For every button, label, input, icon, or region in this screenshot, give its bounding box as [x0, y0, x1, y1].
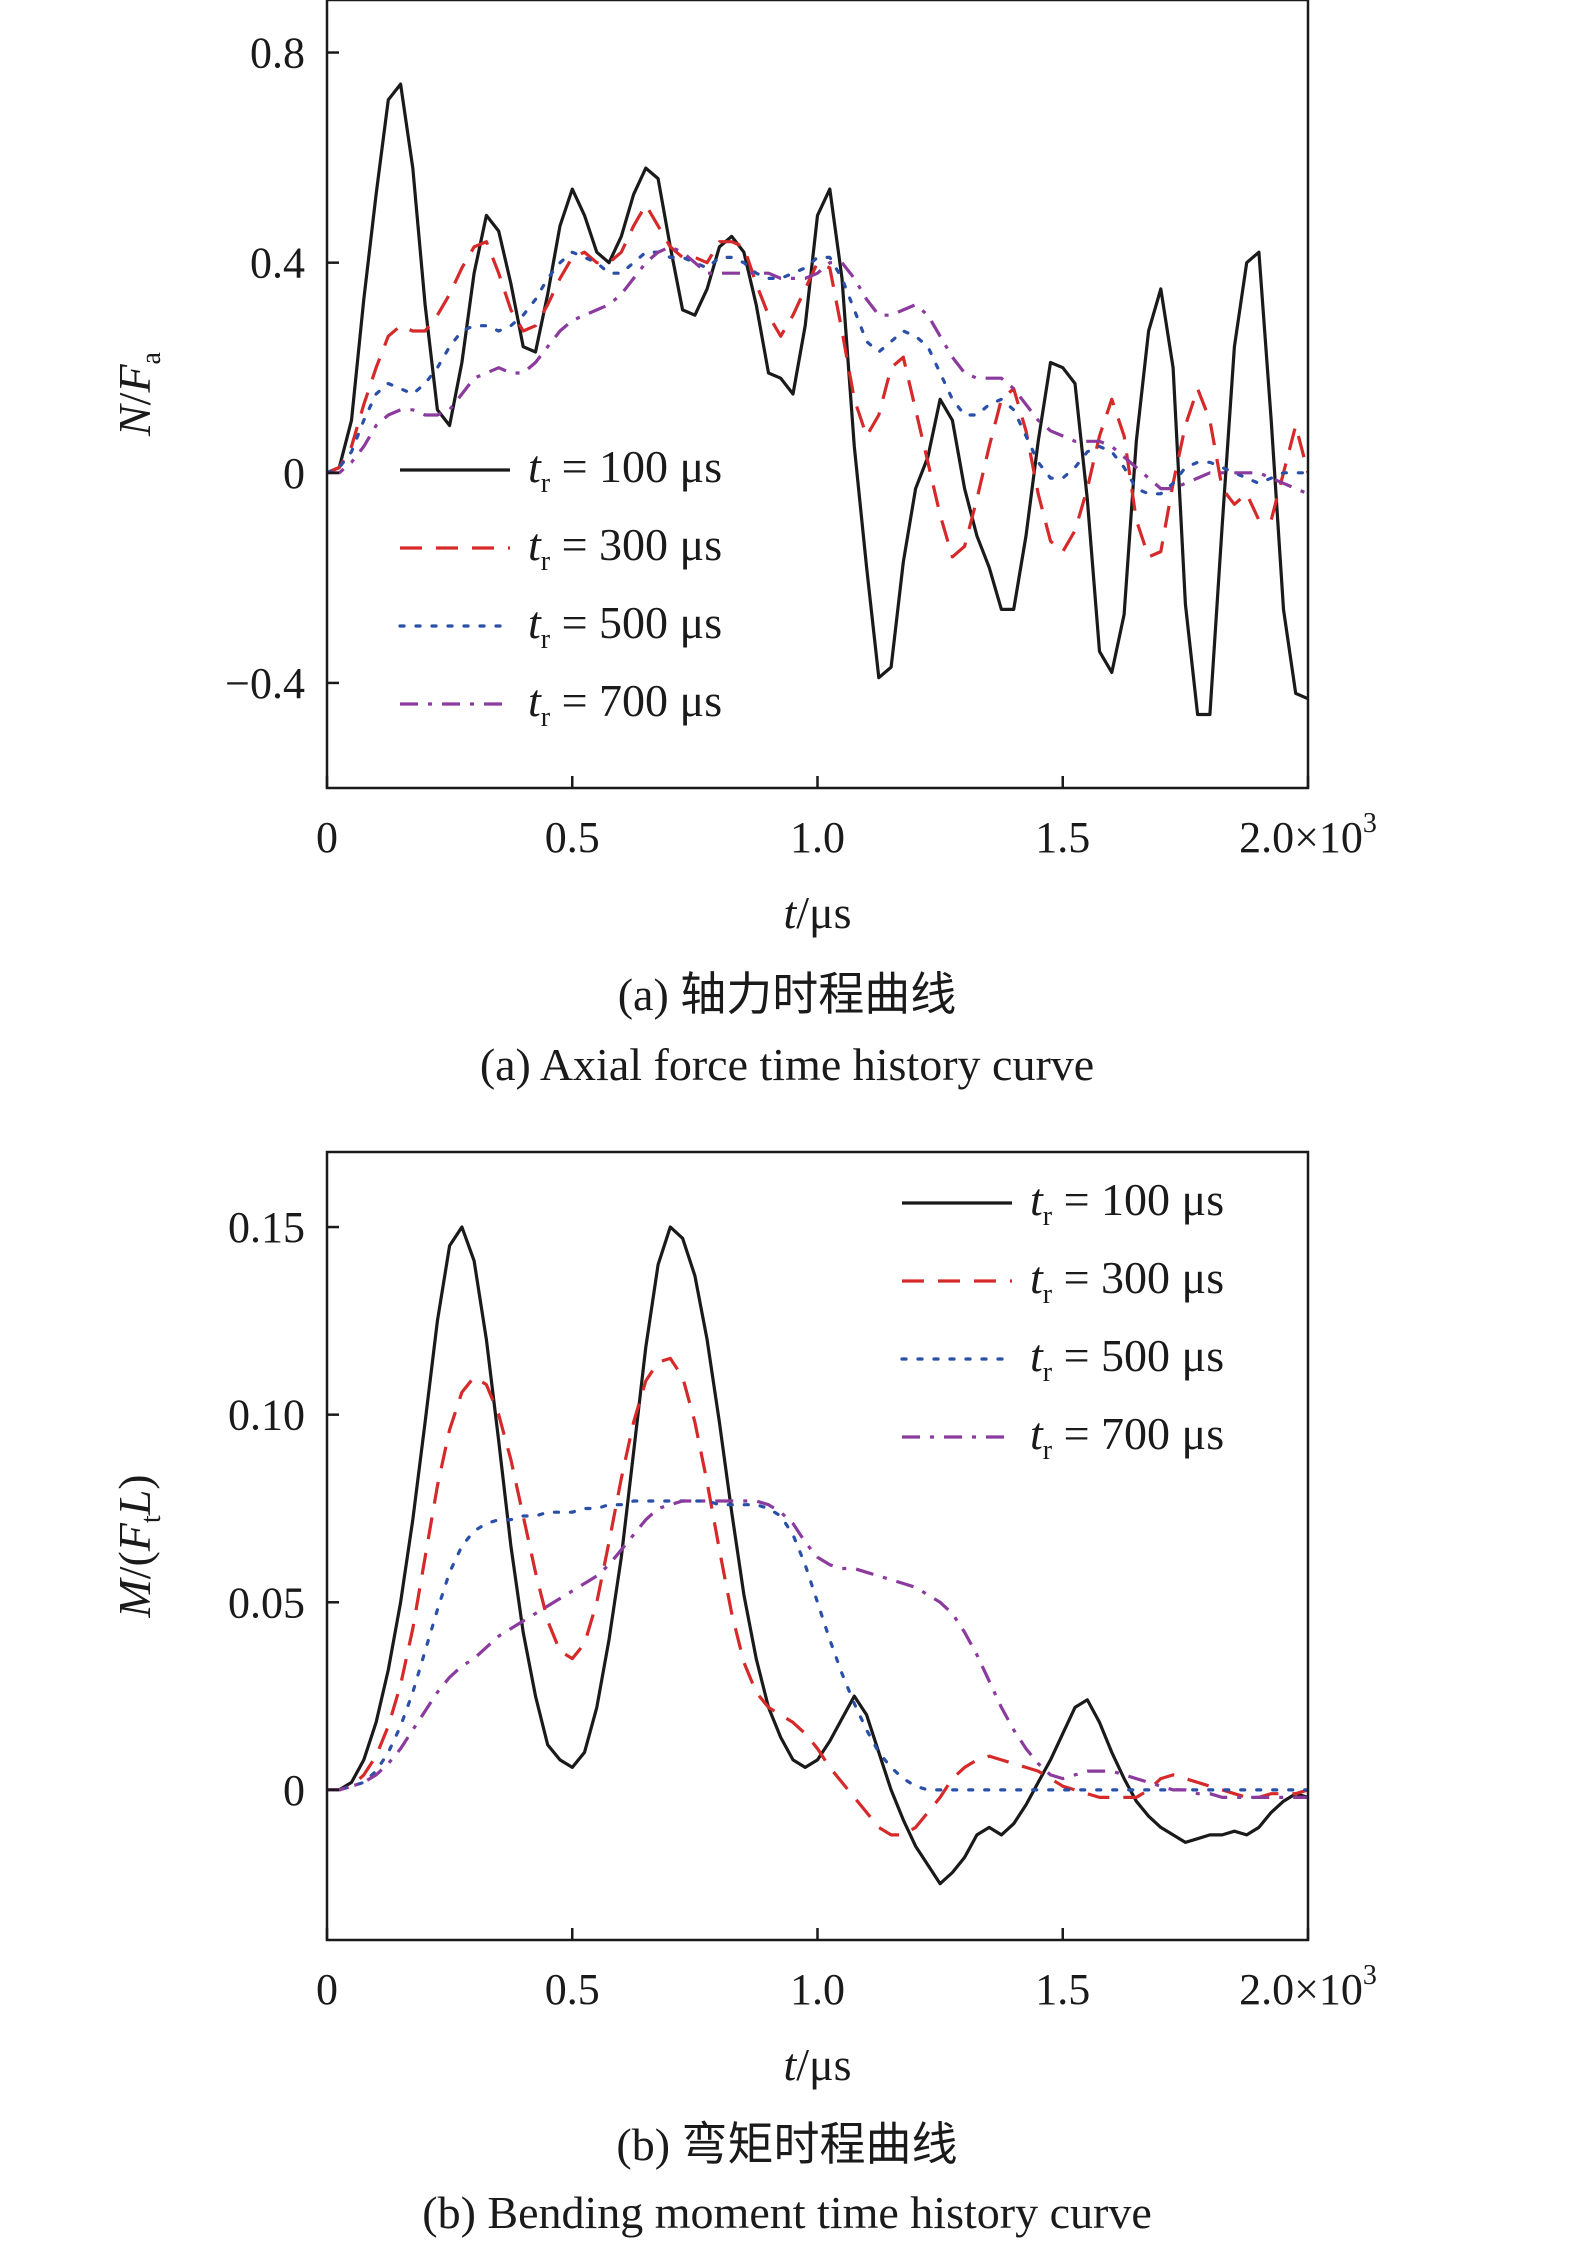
legend-label-1: tr = 300 μs [1030, 1252, 1224, 1310]
x-tick-label: 0.5 [545, 1965, 600, 2014]
x-tick-label: 0 [316, 1965, 338, 2014]
series-group [327, 1225, 1308, 1886]
legend-label-1: tr = 300 μs [528, 519, 722, 577]
plot-frame [325, 0, 1310, 790]
legend-label-0: tr = 100 μs [1030, 1174, 1224, 1232]
legend: tr = 100 μs tr = 300 μs tr = 500 μs tr = 70… [900, 1174, 1224, 1466]
caption-en: (b) Bending moment time history curve [422, 2187, 1151, 2238]
chart-b: 0 0.5 1.0 1.5 2.0×103 0 0.05 0.10 0.15 t/μs M/(FtL… [109, 1150, 1377, 2238]
x-tick-label: 1.5 [1035, 1965, 1090, 2014]
series-line-3 [327, 245, 1308, 496]
series-line-1 [327, 1356, 1308, 1837]
series-line-3 [327, 1499, 1308, 1800]
y-tick-label: 0.05 [228, 1578, 305, 1627]
x-tick-label: 2.0×103 [1239, 808, 1377, 862]
series-line-2 [327, 250, 1308, 496]
caption-cn: (b) 弯矩时程曲线 [616, 2119, 957, 2170]
series-line-1 [327, 203, 1308, 559]
y-tick-label: 0 [283, 1766, 305, 1815]
legend: tr = 100 μs tr = 300 μs tr = 500 μs tr = 70… [398, 441, 722, 733]
y-tick-label: 0.4 [250, 239, 305, 288]
series-line-0 [327, 1225, 1308, 1886]
legend-label-2: tr = 500 μs [528, 597, 722, 655]
y-tick-label: 0 [283, 449, 305, 498]
legend-label-3: tr = 700 μs [528, 675, 722, 733]
x-tick-label: 0 [316, 813, 338, 862]
y-axis-label: M/(FtL) [109, 1474, 167, 1618]
x-tick-label: 2.0×103 [1239, 1960, 1377, 2014]
caption-en: (a) Axial force time history curve [480, 1039, 1094, 1090]
caption-cn: (a) 轴力时程曲线 [618, 969, 957, 1020]
series-line-0 [327, 82, 1308, 717]
y-tick-label: −0.4 [225, 659, 305, 708]
x-axis-label: t/μs [783, 887, 851, 938]
series-group [327, 82, 1308, 717]
legend-label-2: tr = 500 μs [1030, 1330, 1224, 1388]
y-tick-label: 0.15 [228, 1203, 305, 1252]
x-tick-label: 1.5 [1035, 813, 1090, 862]
x-tick-label: 1.0 [790, 813, 845, 862]
x-axis-label: t/μs [783, 2039, 851, 2090]
series-line-2 [327, 1499, 1308, 1792]
legend-label-0: tr = 100 μs [528, 441, 722, 499]
y-tick-label: 0.8 [250, 29, 305, 78]
x-tick-label: 0.5 [545, 813, 600, 862]
y-tick-label: 0.10 [228, 1391, 305, 1440]
chart-a: 0 0.5 1.0 1.5 2.0×103 −0.4 0 0.4 0.8 t/μs N/Fa tr =… [109, 0, 1377, 1090]
x-tick-label: 1.0 [790, 1965, 845, 2014]
y-axis-label: N/Fa [109, 351, 167, 437]
legend-label-3: tr = 700 μs [1030, 1408, 1224, 1466]
